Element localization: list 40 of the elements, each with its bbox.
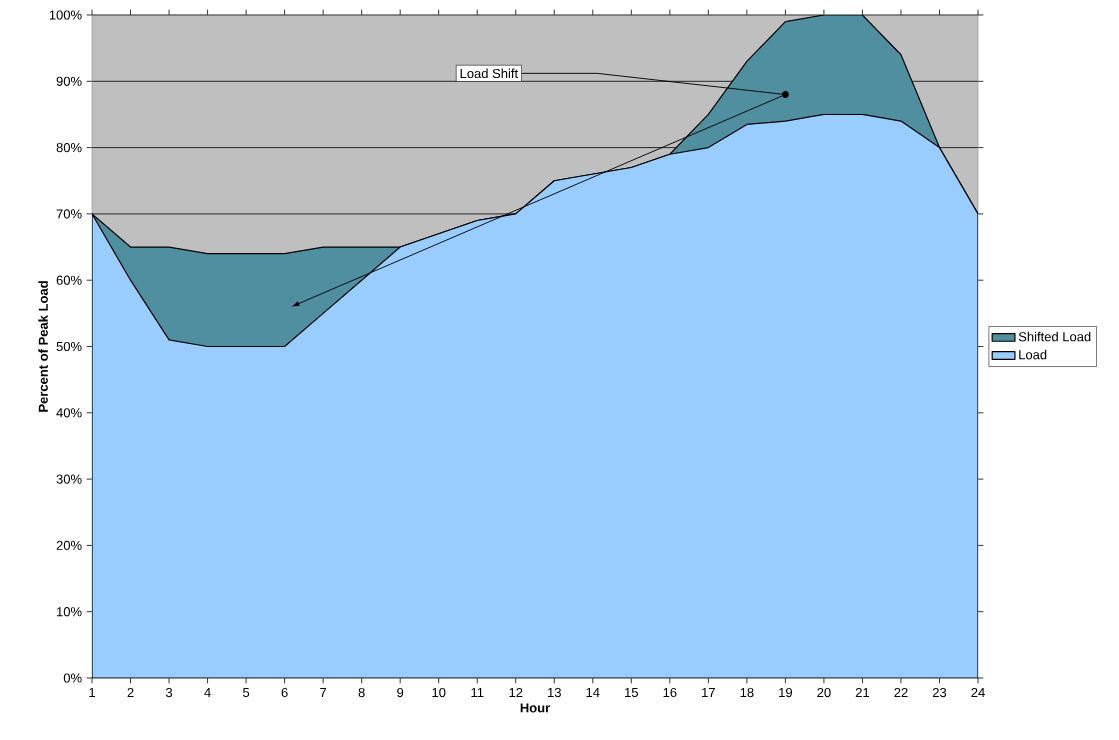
x-tick-label: 15 bbox=[625, 687, 638, 697]
x-tick-label: 4 bbox=[204, 687, 211, 697]
y-tick-label: 60% bbox=[56, 275, 82, 285]
x-tick-label: 8 bbox=[358, 687, 365, 698]
y-tick-label: 30% bbox=[56, 474, 82, 484]
x-tick-label: 5 bbox=[243, 687, 250, 697]
x-axis-title: Hour bbox=[520, 703, 550, 713]
x-tick-label: 1 bbox=[89, 687, 95, 697]
x-tick-label: 21 bbox=[855, 687, 870, 698]
y-tick-label: 100% bbox=[49, 10, 82, 20]
y-tick-label: 20% bbox=[56, 540, 82, 550]
x-tick-label: 19 bbox=[779, 687, 793, 698]
y-tick-label: 90% bbox=[56, 76, 82, 86]
legend-label: Load bbox=[1019, 349, 1047, 360]
x-tick-label: 6 bbox=[281, 687, 288, 698]
y-tick-label: 70% bbox=[56, 209, 82, 219]
x-tick-label: 17 bbox=[702, 687, 715, 697]
x-tick-label: 2 bbox=[127, 687, 134, 698]
x-tick-label: 10 bbox=[432, 687, 446, 698]
x-tick-label: 16 bbox=[663, 687, 677, 698]
x-tick-label: 24 bbox=[971, 687, 985, 698]
x-tick-label: 22 bbox=[894, 687, 908, 698]
x-tick-label: 13 bbox=[548, 687, 561, 698]
x-tick-label: 7 bbox=[320, 687, 327, 697]
x-tick-label: 12 bbox=[509, 687, 523, 698]
y-tick-label: 40% bbox=[56, 408, 82, 418]
y-tick-label: 50% bbox=[56, 341, 82, 352]
x-tick-label: 3 bbox=[165, 687, 173, 698]
y-tick-label: 0% bbox=[63, 673, 82, 683]
x-tick-label: 9 bbox=[397, 687, 404, 698]
annotation: Load Shift bbox=[460, 68, 518, 79]
y-axis-title: Percent of Peak Load bbox=[38, 281, 48, 412]
x-tick-label: 11 bbox=[471, 687, 484, 697]
x-tick-label: 20 bbox=[817, 687, 831, 698]
legend-label: Shifted Load bbox=[1018, 331, 1091, 342]
y-tick-label: 80% bbox=[56, 143, 82, 153]
x-tick-label: 14 bbox=[586, 687, 600, 697]
y-tick-label: 10% bbox=[57, 607, 82, 617]
x-tick-label: 23 bbox=[932, 687, 947, 698]
x-tick-label: 18 bbox=[740, 687, 754, 698]
